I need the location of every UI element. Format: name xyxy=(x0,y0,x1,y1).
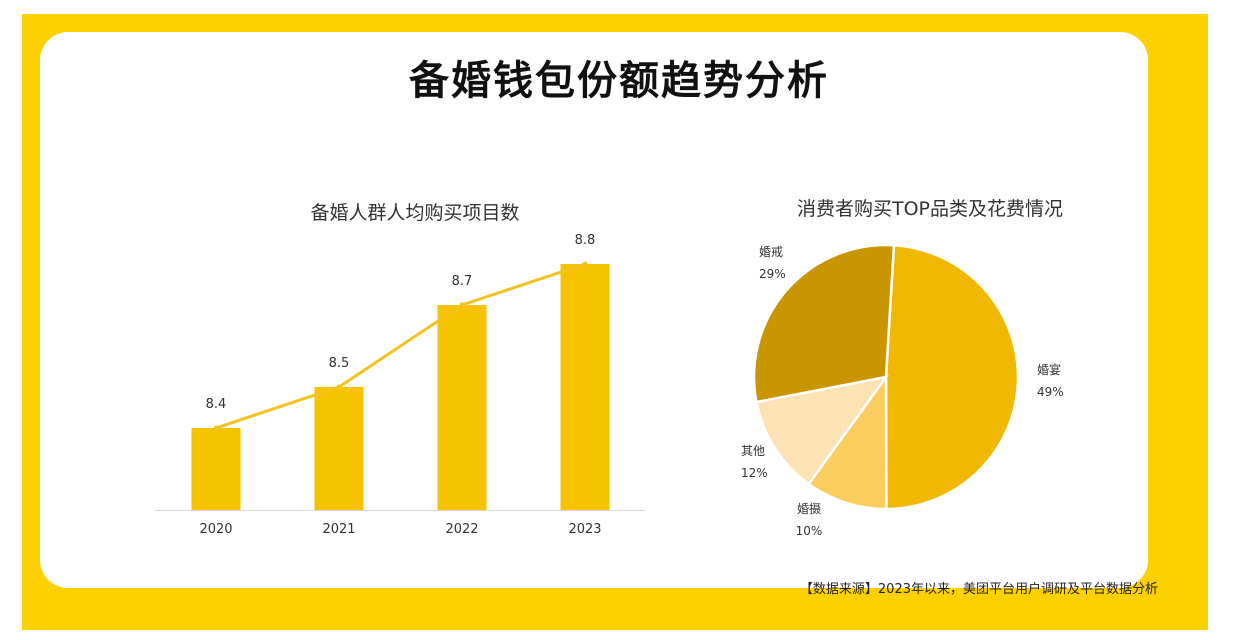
data-label-2022: 8.7 xyxy=(452,274,473,289)
x-tick-label-2023: 2023 xyxy=(568,522,601,537)
slice-percent-婚戒: 29% xyxy=(759,267,786,281)
x-tick-label-2022: 2022 xyxy=(445,522,478,537)
bar-2020 xyxy=(191,428,241,510)
bar-chart-title: 备婚人群人均购买项目数 xyxy=(310,202,520,224)
bar-2021 xyxy=(314,387,364,510)
slice-label-婚宴: 婚宴 xyxy=(1037,362,1061,377)
trend-point-2020 xyxy=(213,425,219,431)
trend-line xyxy=(215,262,586,430)
pie-slice-婚摄 xyxy=(806,373,888,511)
slice-label-其他: 其他 xyxy=(741,444,765,458)
data-source-note: 【数据来源】2023年以来，美团平台用户调研及平台数据分析 xyxy=(799,582,1158,597)
pie-slice-婚戒 xyxy=(752,243,896,404)
slice-label-婚戒: 婚戒 xyxy=(759,245,783,259)
slice-percent-婚摄: 10% xyxy=(796,524,823,538)
slice-percent-其他: 12% xyxy=(741,466,768,480)
data-label-2023: 8.8 xyxy=(575,233,596,248)
trend-point-2021 xyxy=(336,384,342,390)
trend-point-2022 xyxy=(459,302,465,308)
trend-point-2023 xyxy=(582,261,588,267)
slice-label-婚摄: 婚摄 xyxy=(797,501,821,516)
x-tick-label-2020: 2020 xyxy=(199,522,232,537)
x-tick-label-2021: 2021 xyxy=(322,522,355,537)
data-label-2020: 8.4 xyxy=(206,397,227,412)
pie-chart-title: 消费者购买TOP品类及花费情况 xyxy=(796,198,1064,220)
bar-2022 xyxy=(437,305,487,510)
pie-slice-其他 xyxy=(754,375,889,486)
data-label-2021: 8.5 xyxy=(329,356,350,371)
slice-percent-婚宴: 49% xyxy=(1037,385,1064,399)
page-title: 备婚钱包份额趋势分析 xyxy=(409,58,829,104)
bar-2023 xyxy=(560,264,610,510)
pie-slice-婚宴 xyxy=(884,243,1020,511)
